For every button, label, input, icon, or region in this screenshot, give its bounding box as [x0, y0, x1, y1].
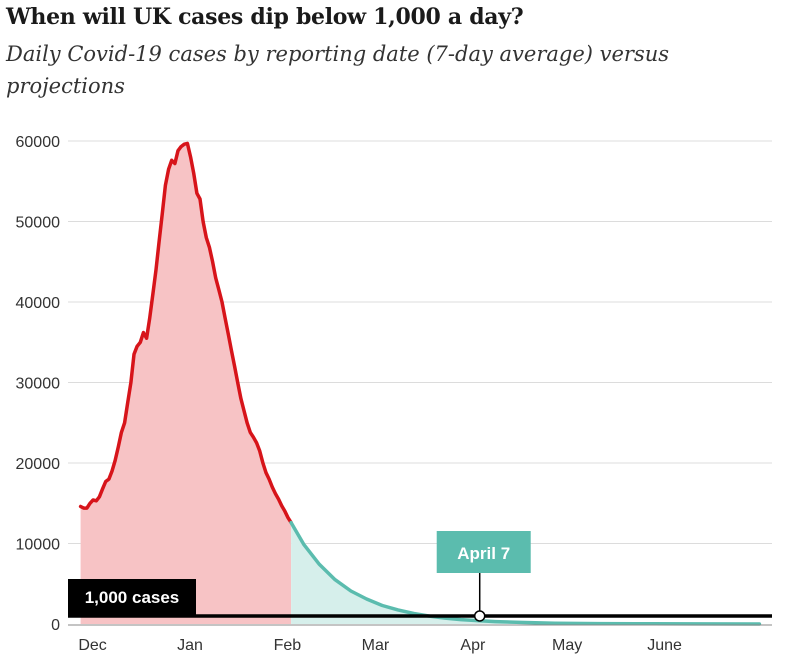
threshold-label-box	[68, 579, 196, 615]
threshold: 1,000 cases	[68, 579, 772, 618]
series-0-area	[80, 143, 292, 624]
annotation-label: April 7	[457, 544, 510, 563]
annotation-box	[436, 531, 531, 573]
axes: 0 10000 20000 30000 40000 50000 60000 Dec Jan Feb…	[16, 134, 772, 654]
series-1-area	[291, 522, 760, 624]
series-0-line	[78, 141, 293, 525]
x-tick-label: Jan	[177, 637, 203, 654]
y-tick-label: 10000	[16, 537, 61, 554]
x-tick-label: Feb	[274, 637, 302, 654]
threshold-label: 1,000 cases	[85, 588, 180, 607]
y-tick-label: 60000	[16, 134, 61, 151]
x-tick-label: Dec	[78, 637, 106, 654]
y-tick-label: 20000	[16, 456, 61, 473]
x-tick-label: Apr	[460, 637, 486, 654]
y-tick-label: 40000	[16, 295, 61, 312]
x-tick-label: May	[552, 637, 582, 654]
y-tick-label: 30000	[16, 376, 61, 393]
annotations: April 7	[436, 531, 531, 622]
x-tick-label: Mar	[362, 637, 390, 654]
y-tick-label: 0	[51, 617, 60, 634]
x-tick-label: June	[647, 637, 682, 654]
annotation-marker	[473, 610, 486, 622]
areas	[80, 143, 760, 624]
chart-title: When will UK cases dip below 1,000 a day…	[6, 4, 524, 30]
y-tick-label: 50000	[16, 215, 61, 232]
chart-subtitle: Daily Covid-19 cases by reporting date (…	[6, 42, 670, 98]
